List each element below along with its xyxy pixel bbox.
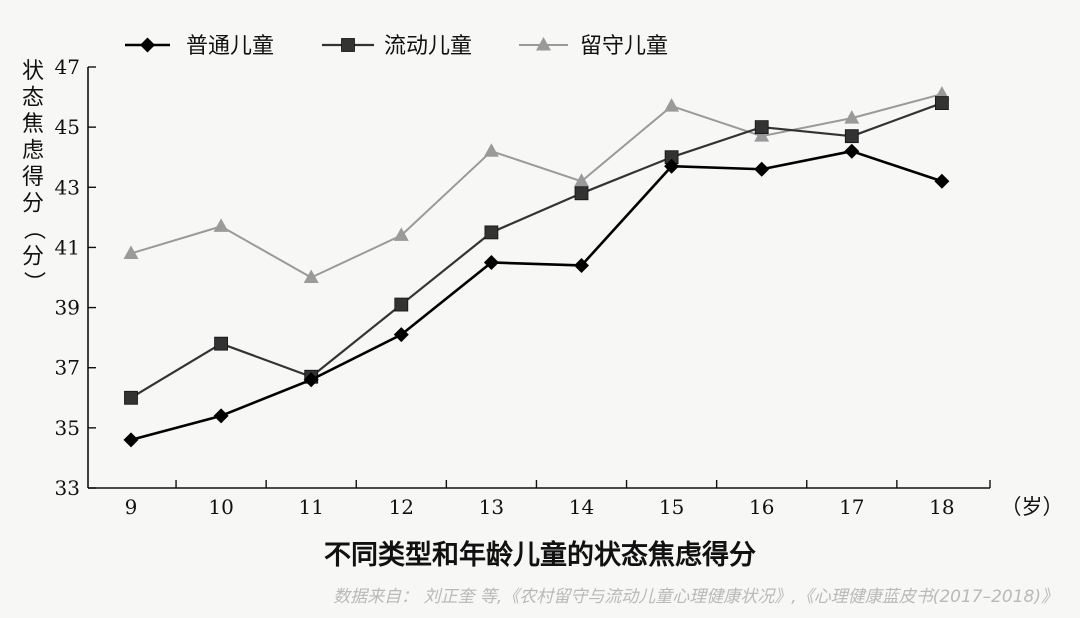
data-point (574, 257, 589, 273)
legend-item: 流动儿童 (322, 34, 472, 59)
data-point (844, 110, 860, 124)
data-point (574, 173, 589, 187)
x-tick-label: 9 (125, 495, 138, 519)
data-point (123, 432, 139, 448)
data-point (754, 120, 769, 135)
x-tick-label: 10 (208, 495, 233, 519)
y-tick-label: 43 (55, 175, 80, 199)
y-tick-label: 33 (55, 476, 80, 500)
x-tick-label: 15 (659, 495, 684, 519)
data-point (303, 372, 319, 388)
chart-title: 不同类型和年龄儿童的状态焦虑得分 (324, 540, 756, 571)
data-point (393, 327, 409, 343)
data-point (935, 96, 949, 110)
data-point (484, 225, 499, 240)
x-tick-label: 14 (569, 495, 594, 519)
data-point (483, 254, 499, 270)
x-tick-label: 12 (389, 495, 414, 519)
y-tick-label: 45 (55, 115, 80, 139)
y-axis-label-char: （ (21, 218, 46, 240)
y-tick-label: 35 (55, 416, 80, 440)
legend: 普通儿童 流动儿童 留守儿童 (125, 34, 668, 59)
y-tick-label: 47 (55, 55, 80, 79)
y-axis-label-char: 态 (22, 86, 44, 111)
series-2 (124, 96, 949, 405)
data-point (303, 269, 319, 283)
x-tick-label: 18 (929, 495, 954, 519)
data-point (754, 161, 770, 177)
data-point (536, 37, 551, 51)
legend-item: 留守儿童 (519, 34, 668, 59)
data-point (123, 245, 139, 259)
data-point (394, 297, 409, 312)
y-axis-label-char: 焦 (22, 112, 44, 137)
series-3 (123, 86, 950, 283)
y-tick-label: 37 (55, 356, 80, 380)
legend-item: 普通儿童 (125, 34, 274, 59)
data-point (483, 143, 499, 157)
legend-label: 留守儿童 (580, 34, 668, 59)
data-point (844, 143, 860, 159)
y-axis-label-char: 状 (22, 59, 44, 84)
y-axis-label-char: ） (21, 271, 46, 293)
series-1 (123, 143, 950, 448)
data-point (754, 128, 770, 142)
data-point (341, 38, 355, 52)
data-point (934, 173, 950, 189)
series-line (130, 102, 943, 399)
data-point (574, 186, 589, 201)
data-point (214, 336, 229, 351)
legend-label: 普通儿童 (186, 34, 274, 59)
y-axis-label: 状态焦虑得分（分） (21, 59, 46, 293)
y-tick-label: 41 (55, 235, 80, 259)
data-point (124, 390, 138, 405)
data-point (844, 129, 859, 144)
series-line (130, 93, 943, 279)
x-tick-label: 16 (749, 495, 774, 519)
y-axis-label-char: 得 (22, 165, 44, 190)
data-point (664, 98, 680, 112)
y-axis-label-char: 分 (22, 245, 44, 270)
y-tick-label: 39 (55, 296, 80, 320)
x-tick-label: 11 (298, 495, 323, 519)
source-note: 数据来自： 刘正奎 等,《农村留守与流动儿童心理健康状况》,《心理健康蓝皮书(2… (333, 587, 1058, 607)
data-point (213, 408, 229, 424)
data-point (664, 158, 680, 174)
data-point (213, 218, 229, 232)
x-axis-label: （岁） (1001, 495, 1064, 519)
data-point (393, 227, 409, 241)
y-axis-label-char: 分 (22, 192, 44, 217)
series-line (130, 149, 943, 442)
x-tick-label: 13 (479, 495, 504, 519)
y-axis-label-char: 虑 (22, 139, 44, 164)
data-point (140, 37, 155, 53)
legend-label: 流动儿童 (384, 34, 472, 59)
x-tick-label: 17 (839, 495, 864, 519)
